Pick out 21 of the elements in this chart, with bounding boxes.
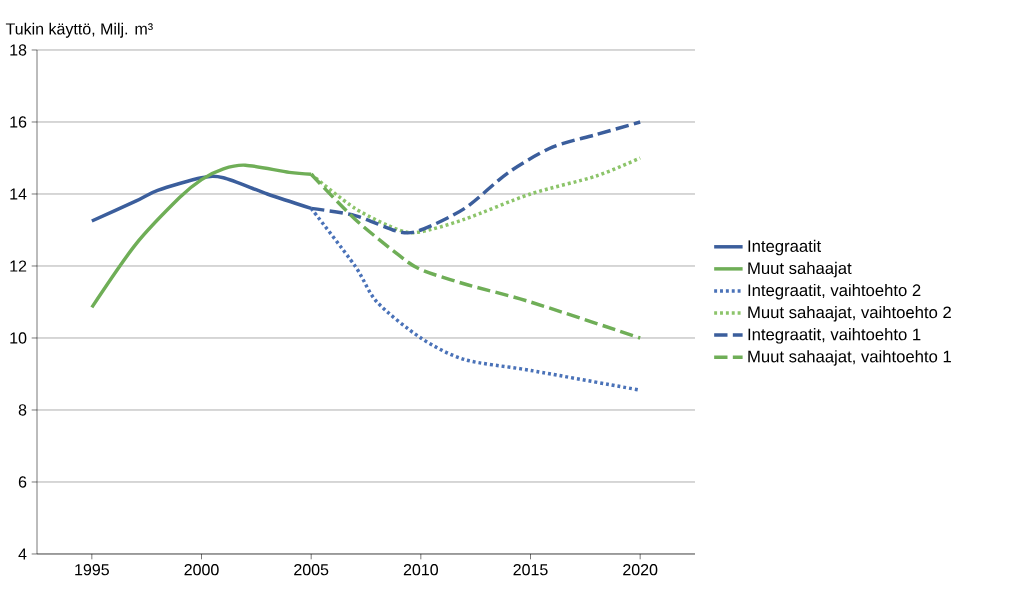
- x-tick-label: 1995: [75, 564, 109, 576]
- legend-label: Integraatit, vaihtoehto 1: [748, 328, 921, 344]
- x-tick-label: 2010: [403, 564, 439, 576]
- y-tick-label: 4: [18, 548, 27, 560]
- legend-label: Muut sahaajat, vaihtoehto 2: [748, 305, 951, 322]
- legend-label: Integraatit, vaihtoehto 2: [748, 283, 921, 300]
- y-tick-label: 8: [18, 404, 27, 416]
- x-tick-label: 2000: [184, 564, 219, 576]
- y-tick-label: 16: [10, 116, 27, 128]
- legend-label: Muut sahaajat, vaihtoehto 1: [748, 350, 951, 366]
- x-tick-label: 2005: [294, 564, 329, 576]
- y-tick-label: 12: [10, 260, 27, 272]
- y-tick-label: 18: [10, 44, 27, 56]
- y-tick-label: 14: [10, 188, 27, 200]
- x-tick-label: 2020: [623, 564, 658, 576]
- y-axis-title: Tukin käyttö, Milj. m³: [5, 22, 153, 38]
- legend-label: Integraatit: [748, 239, 822, 256]
- x-tick-label: 2015: [513, 564, 548, 576]
- legend-label: Muut sahaajat: [748, 261, 852, 278]
- y-tick-label: 6: [18, 476, 27, 488]
- y-tick-label: 10: [10, 332, 27, 344]
